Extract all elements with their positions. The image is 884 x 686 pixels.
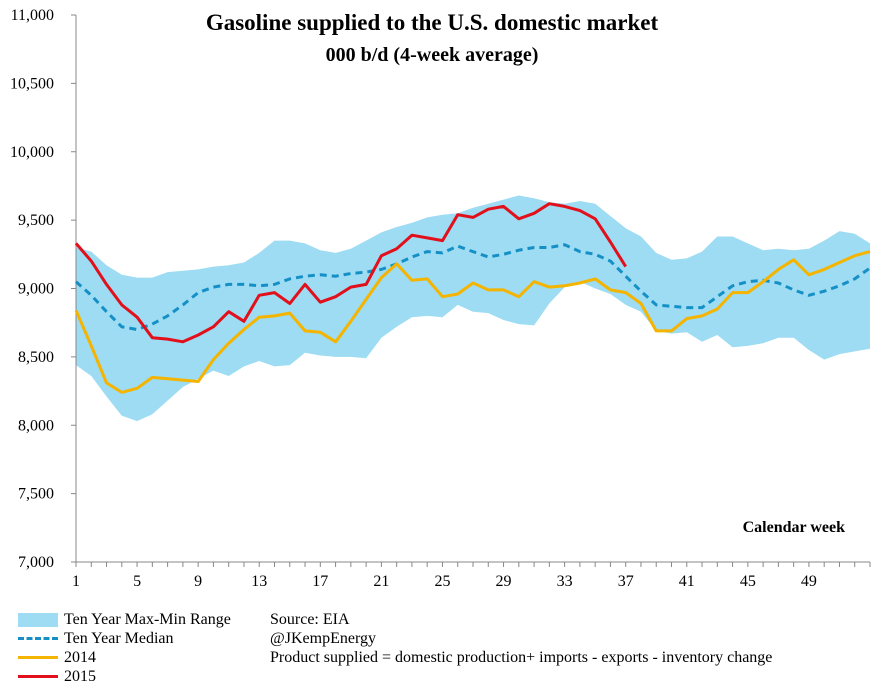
x-tick-label: 9 bbox=[194, 573, 202, 590]
y-tick-label: 10,500 bbox=[10, 75, 54, 92]
x-tick-label: 1 bbox=[72, 573, 80, 590]
x-tick-label: 29 bbox=[496, 573, 512, 590]
y-tick-label: 10,000 bbox=[10, 144, 54, 161]
plot-area: 7,000 7,500 8,000 8,500 9,000 9,500 10,000 10,5… bbox=[10, 7, 871, 590]
series-line-2015 bbox=[74, 202, 627, 344]
legend-item-band: Ten Year Max-Min Range bbox=[18, 610, 231, 629]
legend-label-median: Ten Year Median bbox=[64, 629, 174, 647]
range-band bbox=[76, 195, 870, 422]
legend-label-band: Ten Year Max-Min Range bbox=[64, 610, 231, 628]
chart-title: Gasoline supplied to the U.S. domestic m… bbox=[206, 10, 659, 35]
series-line-2014 bbox=[74, 250, 871, 394]
y-tick-label: 8,000 bbox=[18, 417, 54, 434]
chart-notes: Source: EIA @JKempEnergy Product supplie… bbox=[270, 610, 772, 667]
y-tick-label: 9,500 bbox=[18, 212, 54, 229]
definition-note: Product supplied = domestic production+ … bbox=[270, 649, 773, 666]
legend-item-2015: 2015 bbox=[18, 667, 231, 686]
y-tick-label: 11,000 bbox=[11, 7, 54, 24]
x-tick-label: 5 bbox=[133, 573, 141, 590]
x-tick-label: 37 bbox=[618, 573, 634, 590]
legend-swatch-2015 bbox=[18, 675, 58, 678]
legend-swatch-median bbox=[18, 637, 58, 640]
y-tick-label: 9,000 bbox=[18, 281, 54, 298]
legend: Ten Year Max-Min Range Ten Year Median 2… bbox=[18, 610, 231, 686]
legend-swatch-2014 bbox=[18, 656, 58, 659]
x-tick-label: 49 bbox=[801, 573, 817, 590]
source-note: Source: EIA bbox=[270, 611, 350, 628]
legend-item-median: Ten Year Median bbox=[18, 629, 231, 648]
series-line-ten-year-median bbox=[75, 243, 871, 331]
x-tick-label: 25 bbox=[434, 573, 450, 590]
legend-label-2015: 2015 bbox=[64, 667, 96, 685]
legend-label-2014: 2014 bbox=[64, 648, 96, 666]
chart-subtitle: 000 b/d (4-week average) bbox=[326, 44, 539, 66]
x-tick-label: 13 bbox=[251, 573, 267, 590]
x-tick-label: 17 bbox=[312, 573, 328, 590]
x-tick-label: 21 bbox=[373, 573, 389, 590]
x-axis-label: Calendar week bbox=[743, 519, 845, 536]
x-tick-label: 45 bbox=[740, 573, 756, 590]
author-handle: @JKempEnergy bbox=[270, 630, 376, 647]
y-tick-label: 8,500 bbox=[18, 349, 54, 366]
legend-item-2014: 2014 bbox=[18, 648, 231, 667]
legend-swatch-band bbox=[18, 612, 58, 627]
y-tick-label: 7,500 bbox=[18, 486, 54, 503]
y-tick-label: 7,000 bbox=[18, 554, 54, 571]
x-tick-label: 33 bbox=[557, 573, 573, 590]
x-tick-label: 41 bbox=[679, 573, 695, 590]
